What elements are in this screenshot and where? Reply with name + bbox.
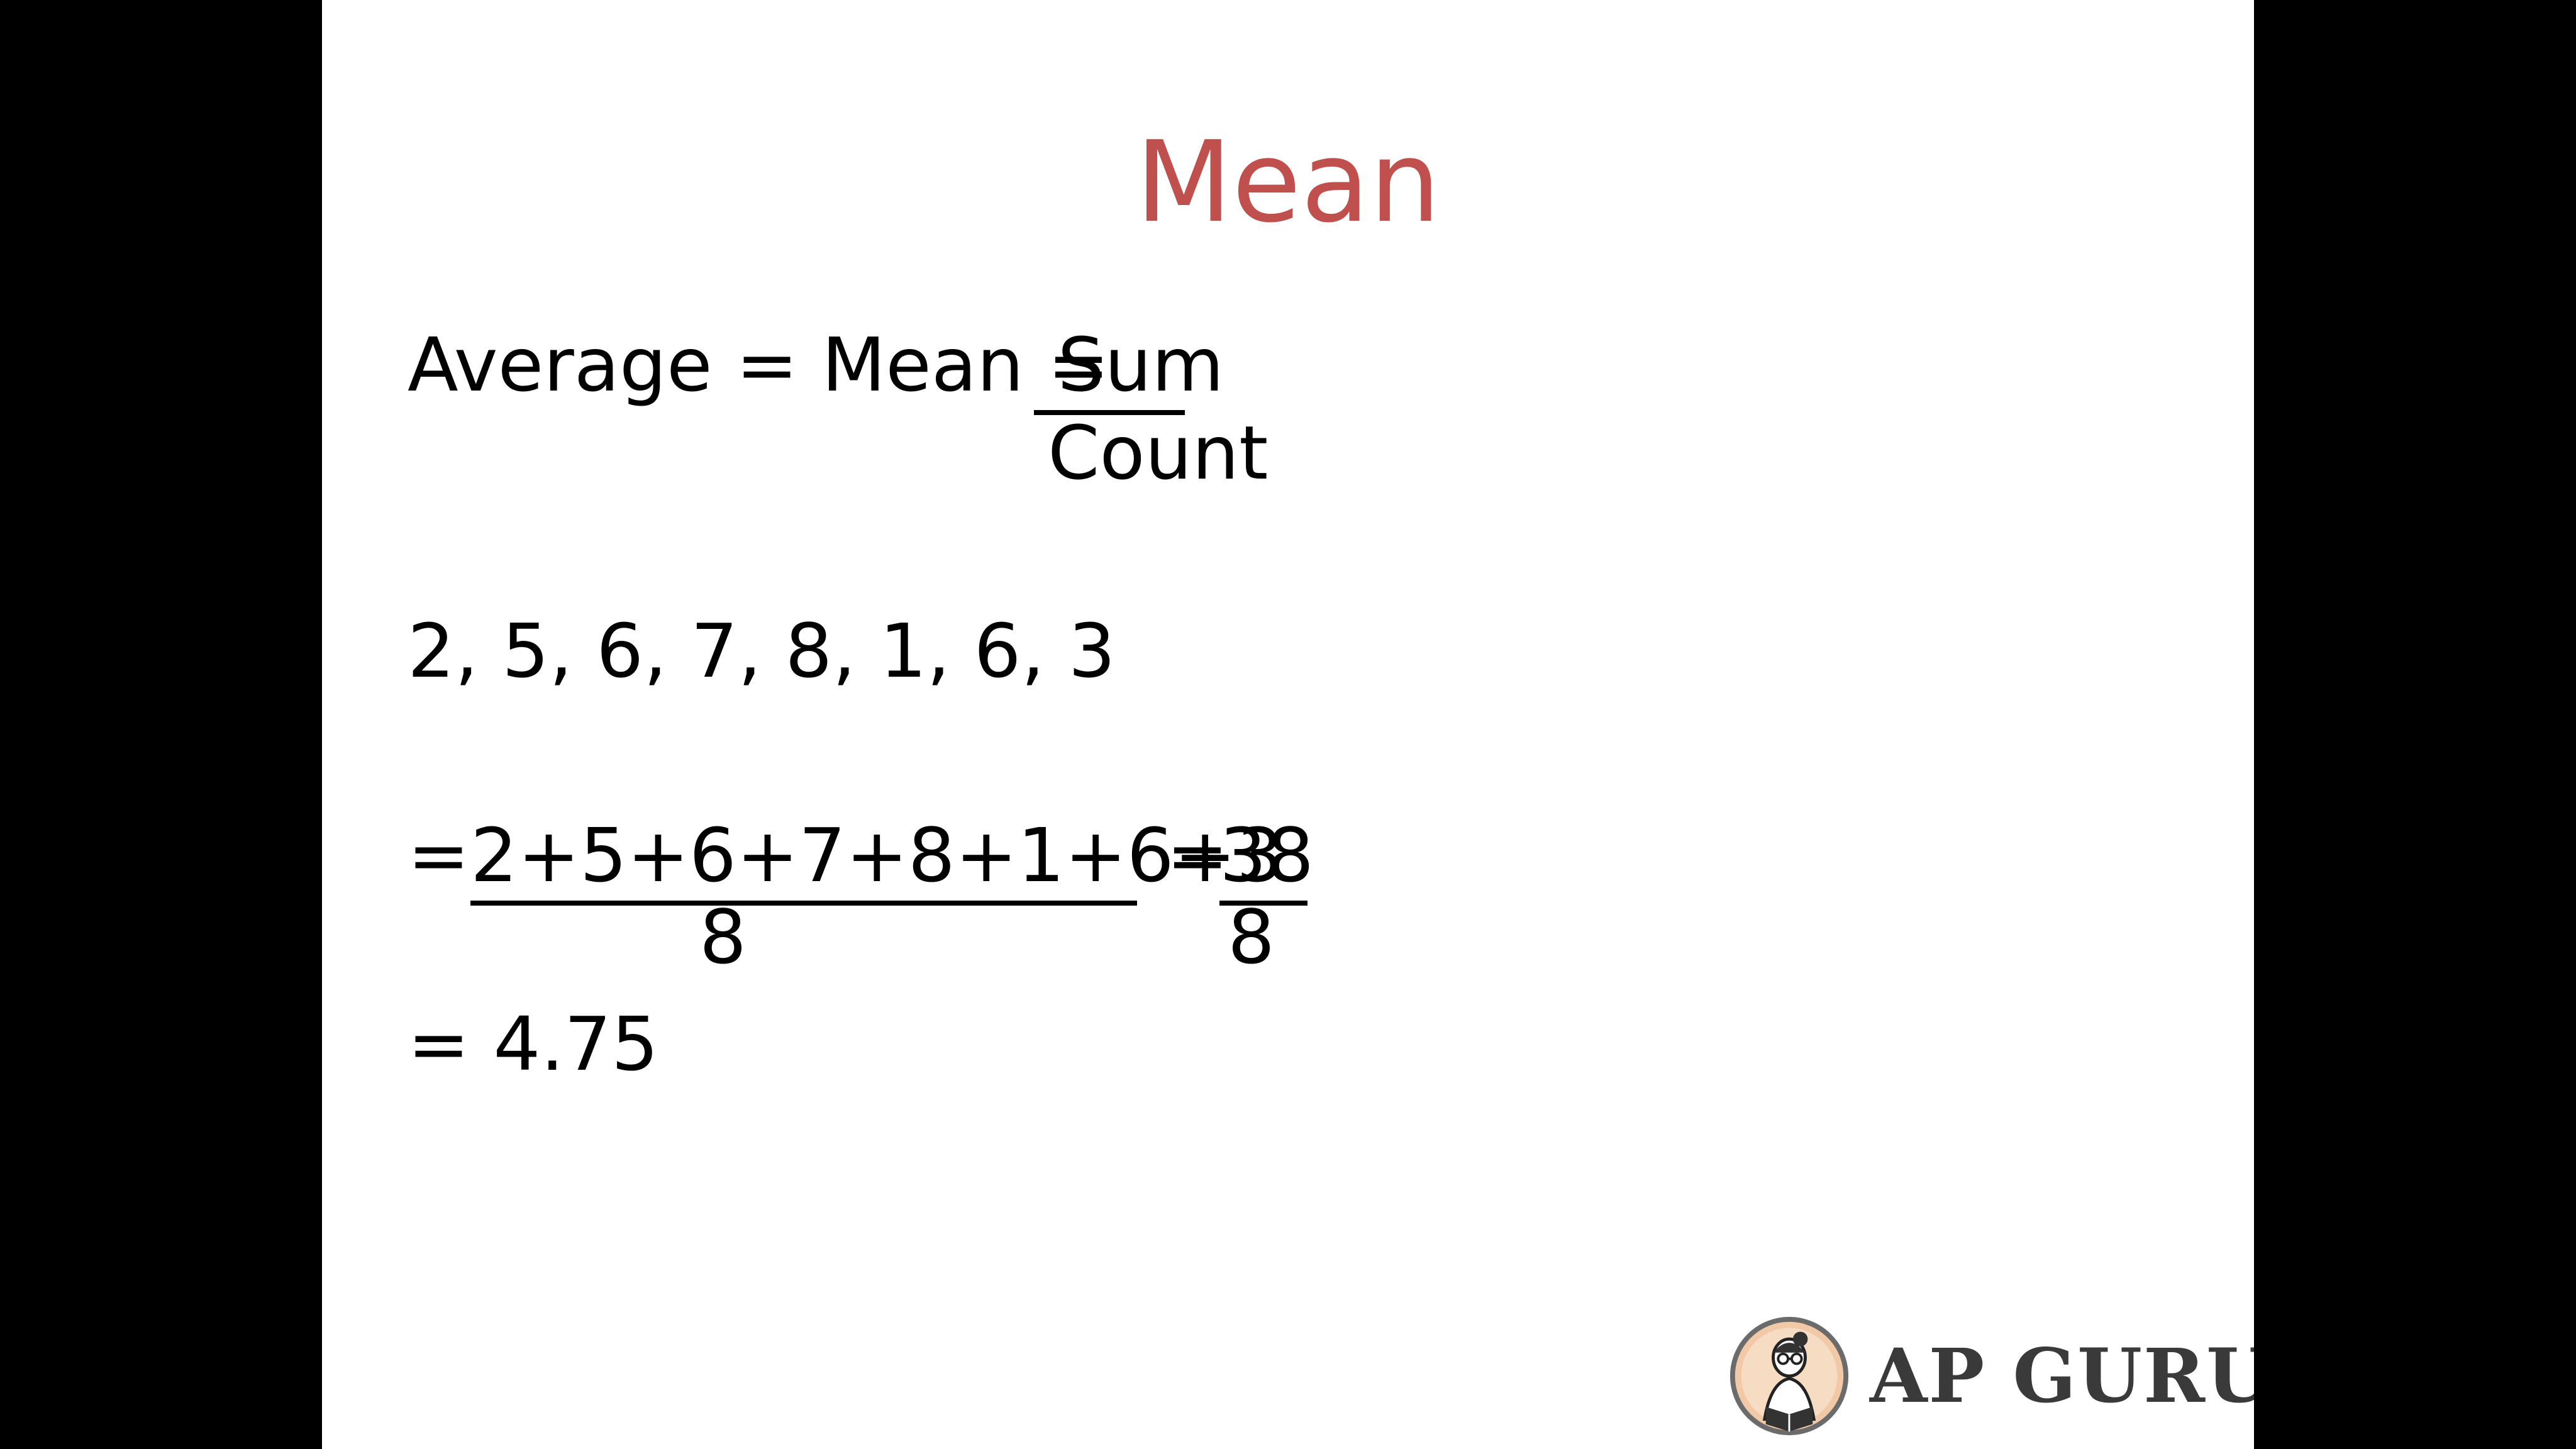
ap-guru-logo: AP GURU xyxy=(1728,1314,2254,1438)
calc-numerator: 2+5+6+7+8+1+6+3 xyxy=(470,811,1284,906)
slide: Mean Average = Mean = Sum Count 2, 5, 6,… xyxy=(322,0,2254,1449)
calc-result-numerator-text: 38 xyxy=(1219,811,1314,906)
formula-lhs-text: Average = Mean = xyxy=(408,321,1133,408)
slide-title: Mean xyxy=(1135,117,1441,247)
calc-result-denominator: 8 xyxy=(1228,894,1275,980)
calc-prefix: = xyxy=(408,812,494,899)
formula-lhs: Average = Mean = xyxy=(408,321,1133,409)
formula-numerator: Sum xyxy=(1034,321,1224,415)
calc-numerator-text: 2+5+6+7+8+1+6+3 xyxy=(470,811,1284,906)
result-line: = 4.75 xyxy=(408,1001,659,1087)
formula-denominator: Count xyxy=(1048,409,1269,496)
calc-result-numerator: 38 xyxy=(1219,811,1314,906)
calc-denominator: 8 xyxy=(699,894,747,980)
calc-equals: = xyxy=(1143,812,1252,899)
logo-text: AP GURU xyxy=(1870,1332,2254,1419)
reading-person-icon xyxy=(1729,1316,1849,1436)
formula-numerator-text: Sum xyxy=(1034,321,1224,415)
data-values: 2, 5, 6, 7, 8, 1, 6, 3 xyxy=(408,608,1116,694)
